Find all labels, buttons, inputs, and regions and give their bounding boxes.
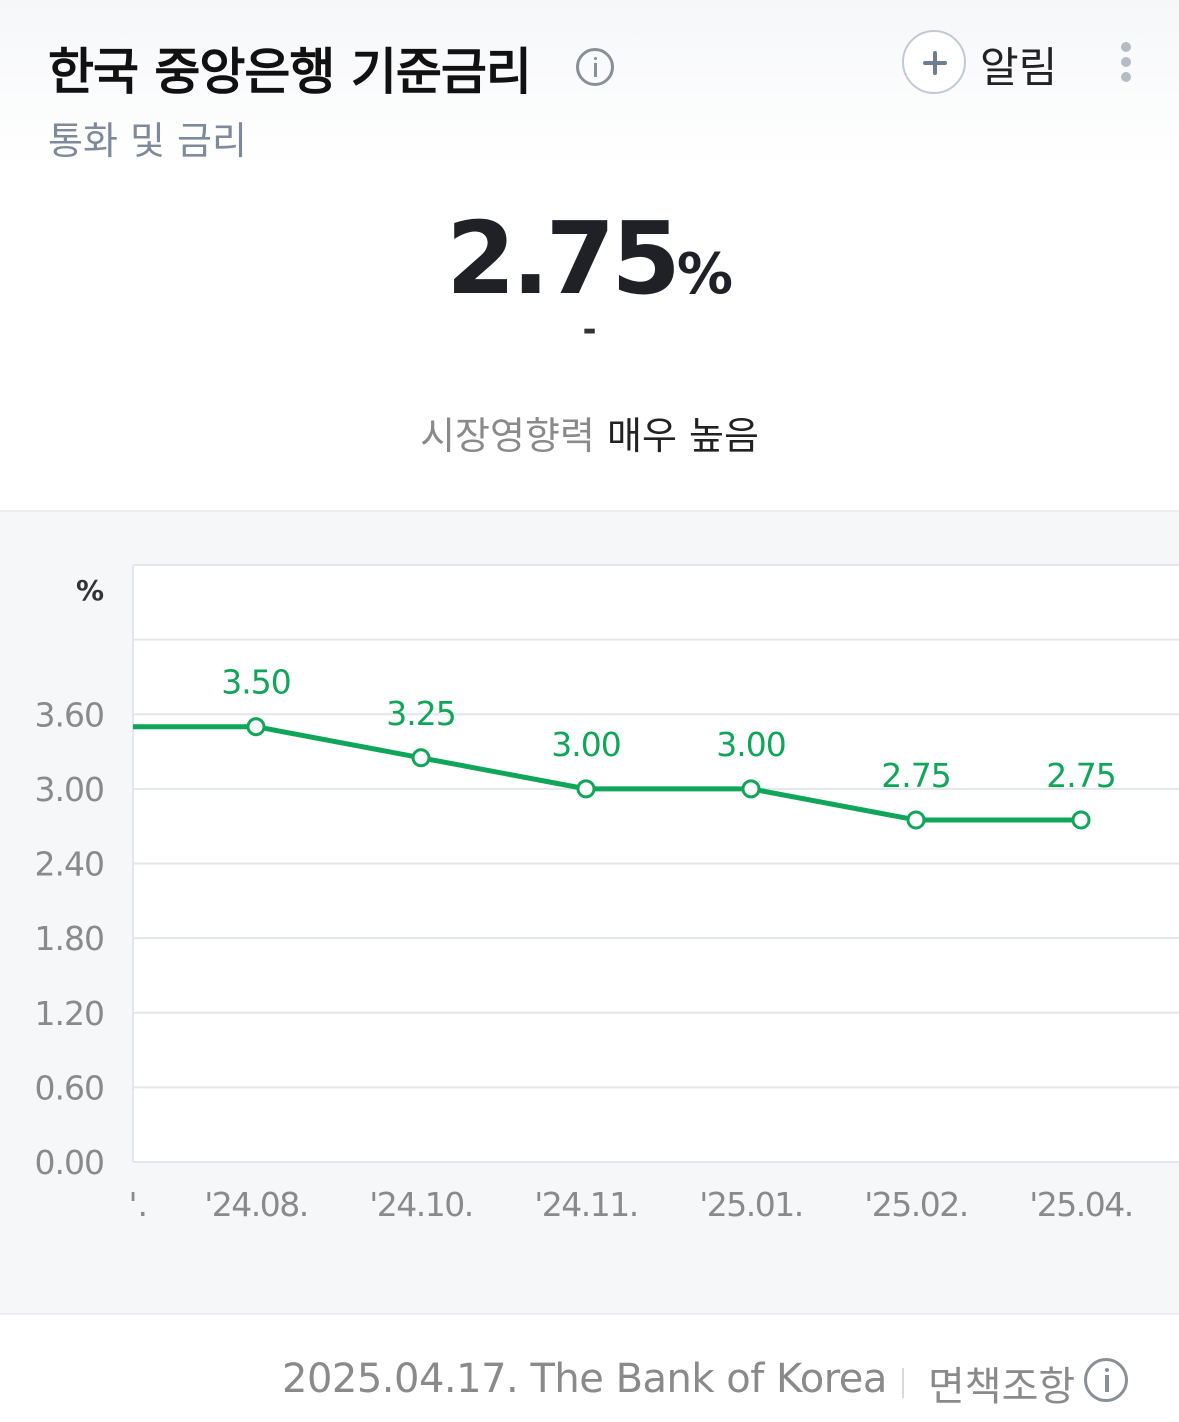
- market-influence: 시장영향력 매우 높음: [0, 405, 1179, 460]
- more-options-icon[interactable]: [1110, 38, 1142, 86]
- x-tick-label: '25.02.: [864, 1185, 968, 1224]
- influence-label: 시장영향력: [420, 414, 595, 458]
- data-label: 2.75: [1046, 756, 1115, 795]
- data-point: [906, 810, 926, 830]
- influence-value: 매우 높음: [606, 414, 759, 458]
- y-tick-label: 3.60: [35, 695, 104, 734]
- y-tick-label: 0.60: [35, 1068, 104, 1107]
- current-rate: 2.75%: [0, 200, 1179, 317]
- y-tick-label: 1.80: [35, 919, 104, 958]
- data-label: 2.75: [881, 756, 950, 795]
- data-point: [246, 717, 266, 737]
- data-point: [741, 779, 761, 799]
- x-tick-label: '24.08.: [204, 1185, 308, 1224]
- divider: [902, 1368, 904, 1398]
- y-unit-label: %: [76, 574, 104, 607]
- disclaimer-label: 면책조항: [928, 1364, 1076, 1410]
- info-icon: [1084, 1358, 1128, 1402]
- y-tick-label: 0.00: [35, 1143, 104, 1182]
- x-tick-label: '25.01.: [699, 1185, 803, 1224]
- y-tick-label: 1.20: [35, 994, 104, 1033]
- alert-label: 알림: [980, 43, 1058, 92]
- category-label: 통화 및 금리: [48, 119, 247, 163]
- data-label: 3.00: [551, 725, 620, 764]
- data-point: [1071, 810, 1091, 830]
- x-tick-label: '24.11.: [534, 1185, 638, 1224]
- page-title: 한국 중앙은행 기준금리: [48, 43, 532, 101]
- rate-value: 2.75: [446, 200, 681, 317]
- source-label: 2025.04.17. The Bank of Korea: [282, 1356, 887, 1402]
- footer: 2025.04.17. The Bank of Korea 면책조항: [0, 1350, 1179, 1410]
- data-label: 3.50: [221, 663, 290, 702]
- data-point: [411, 748, 431, 768]
- header: 한국 중앙은행 기준금리 통화 및 금리 알림: [0, 0, 1179, 170]
- alert-button[interactable]: 알림: [902, 30, 1077, 96]
- rate-line-chart: % 0.00 0.60 1.20 1.80 2.40 3.00 3.60 3.50 3.25 3.0…: [35, 564, 1179, 1224]
- info-icon[interactable]: [576, 48, 614, 86]
- x-tick-label: '25.04.: [1029, 1185, 1133, 1224]
- data-label: 3.25: [386, 694, 455, 733]
- rate-change: -: [582, 310, 597, 350]
- data-point: [576, 779, 596, 799]
- rate-unit: %: [676, 242, 733, 307]
- x-tick-label: '.: [128, 1185, 148, 1224]
- plus-icon: [902, 30, 966, 94]
- x-tick-label: '24.10.: [369, 1185, 473, 1224]
- y-tick-label: 2.40: [35, 845, 104, 884]
- y-tick-label: 3.00: [35, 770, 104, 809]
- data-label: 3.00: [716, 725, 785, 764]
